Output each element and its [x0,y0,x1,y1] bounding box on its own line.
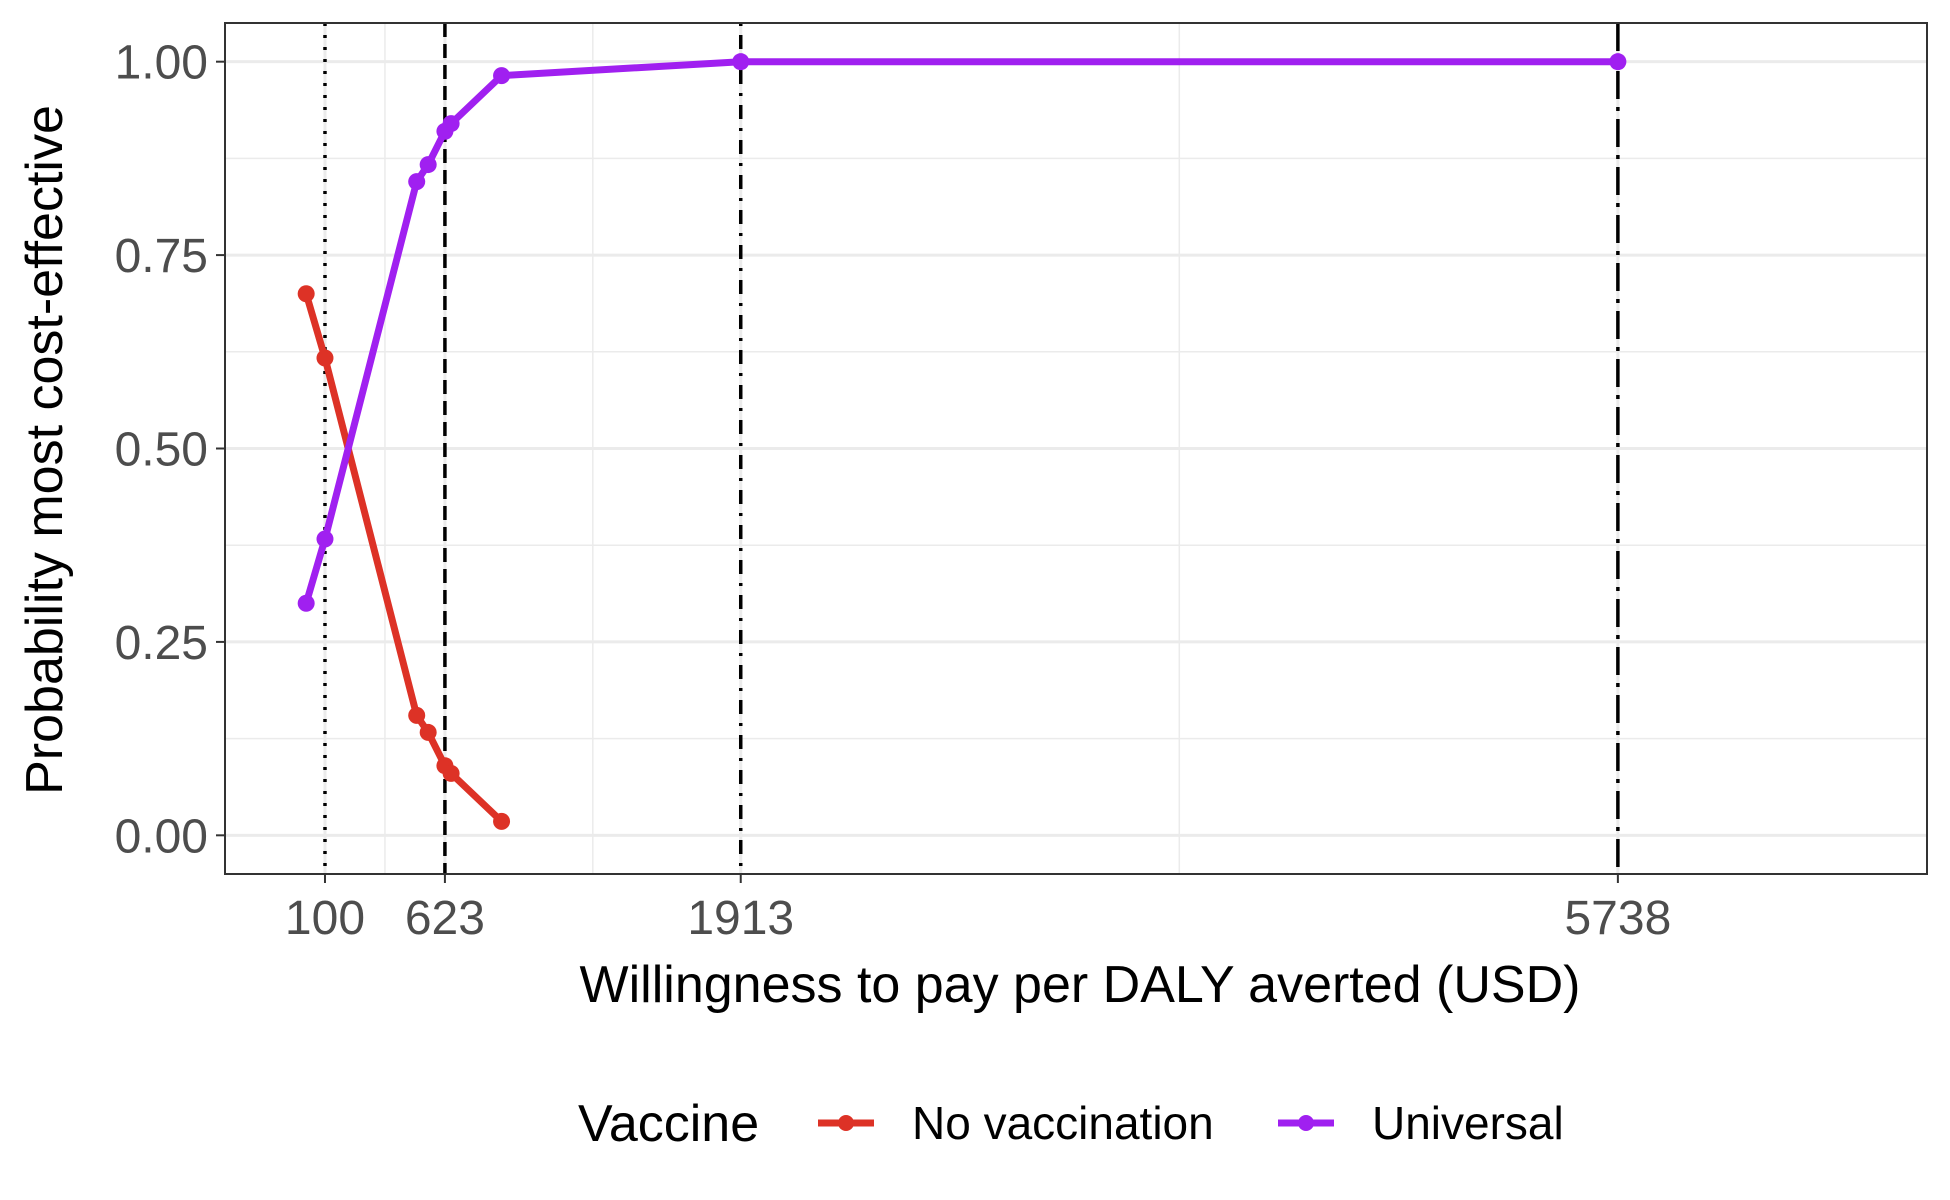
data-point-universal [297,594,315,612]
data-point-no-vaccination [297,285,315,303]
data-point-no-vaccination [408,706,426,724]
data-point-no-vaccination [442,764,460,782]
data-point-universal [408,173,426,191]
x-tick-label: 1913 [687,892,794,945]
legend-key-no-vaccination-point [838,1115,854,1131]
y-axis-title: Probability most cost-effective [16,105,74,795]
y-tick-label: 0.00 [115,810,208,863]
x-axis: 100 623 1913 5738 [285,874,1671,945]
data-point-universal [493,67,511,85]
x-axis-title: Willingness to pay per DALY averted (USD… [580,956,1581,1014]
legend-label-universal: Universal [1372,1097,1564,1149]
y-axis: 0.00 0.25 0.50 0.75 1.00 [115,37,225,863]
x-tick-label: 5738 [1564,892,1671,945]
legend: Vaccine No vaccination Universal [578,1095,1564,1153]
x-tick-label: 623 [405,892,485,945]
data-point-no-vaccination [316,349,334,367]
x-tick-label: 100 [285,892,365,945]
data-point-universal [419,156,437,174]
data-point-universal [442,115,460,133]
reference-lines [323,23,1620,874]
data-point-universal [316,530,334,548]
legend-label-no-vaccination: No vaccination [912,1097,1214,1149]
data-point-no-vaccination [493,812,511,830]
series-layer [297,53,1627,830]
data-point-no-vaccination [419,723,437,741]
y-tick-label: 0.50 [115,424,208,477]
data-point-universal [1609,53,1627,71]
y-tick-label: 0.75 [115,230,208,283]
y-tick-label: 0.25 [115,617,208,670]
y-tick-label: 1.00 [115,37,208,90]
legend-title: Vaccine [578,1095,759,1153]
legend-key-universal-point [1298,1115,1314,1131]
data-point-universal [732,53,750,71]
